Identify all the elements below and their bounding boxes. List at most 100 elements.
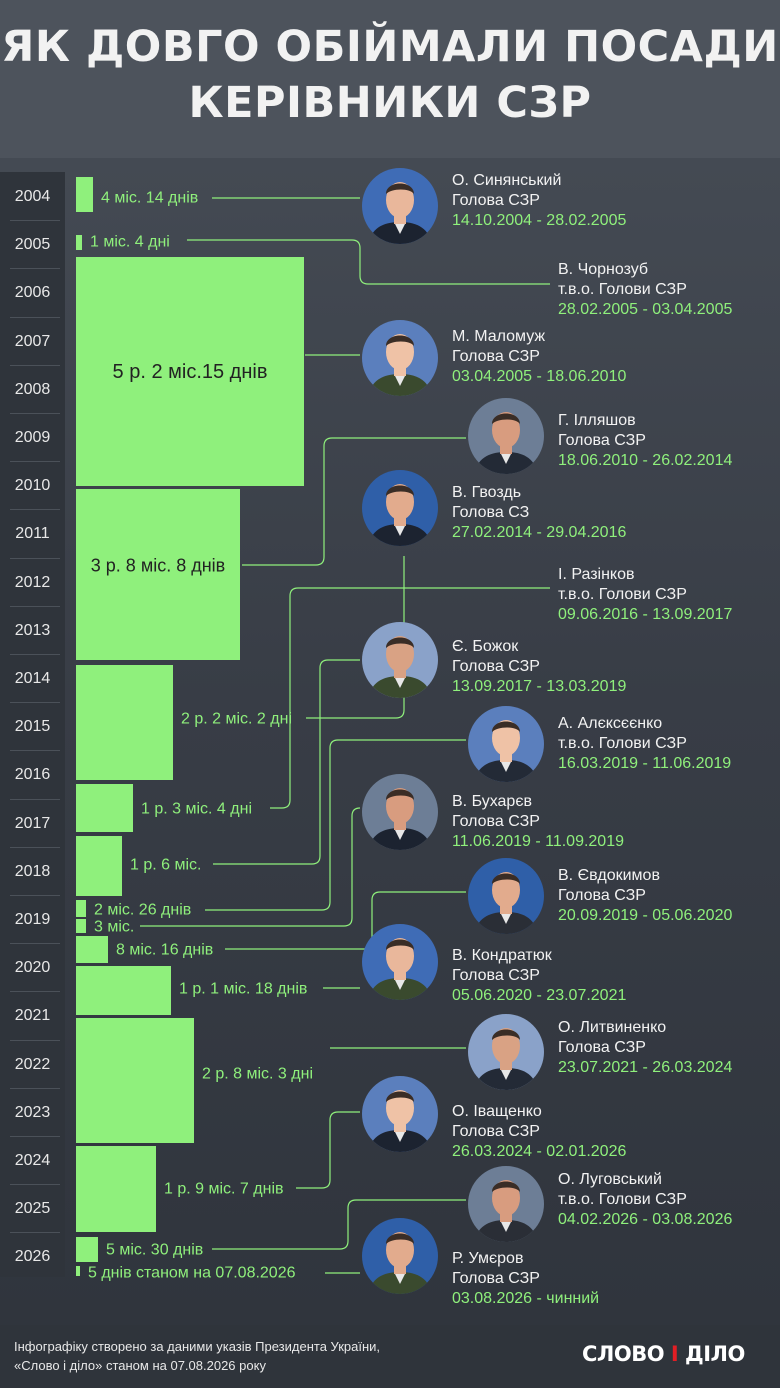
connector-luhovskyi bbox=[212, 1199, 466, 1250]
year-label: 2016 bbox=[14, 766, 51, 784]
bar-label-kondratiuk: 1 р. 1 міс. 18 днів bbox=[179, 981, 307, 998]
person-dates: 28.02.2005 - 03.04.2005 bbox=[558, 301, 733, 318]
year-separator bbox=[10, 220, 60, 222]
person-bozhok: Є. Божок Голова СЗР 13.09.2017 - 13.03.201… bbox=[452, 637, 626, 697]
year-separator bbox=[10, 413, 60, 414]
year-separator bbox=[10, 1087, 60, 1089]
portrait-illiashov bbox=[468, 398, 544, 474]
person-dates: 18.06.2010 - 26.02.2014 bbox=[558, 452, 733, 469]
year-separator bbox=[10, 509, 60, 511]
year-separator bbox=[10, 557, 60, 559]
bar-label-chornozub: 1 міс. 4 дні bbox=[90, 234, 170, 251]
bar-label-lytvynenko: 2 р. 8 міс. 3 дні bbox=[202, 1066, 313, 1083]
person-chornozub: В. Чорнозуб т.в.о. Голови СЗР 28.02.2005 -… bbox=[558, 260, 732, 320]
person-lytvynenko: О. Литвиненко Голова СЗР 23.07.2021 - 26.0… bbox=[558, 1018, 732, 1078]
person-role: Голова СЗР bbox=[558, 432, 646, 449]
person-name: В. Кондратюк bbox=[452, 947, 552, 964]
portrait-bukhariev bbox=[362, 774, 438, 850]
person-dates: 14.10.2004 - 28.02.2005 bbox=[452, 212, 627, 229]
person-dates: 09.06.2016 - 13.09.2017 bbox=[558, 606, 733, 623]
year-label: 2009 bbox=[14, 429, 51, 446]
bar-label-razinkov: 1 р. 3 міс. 4 дні bbox=[141, 801, 252, 818]
person-role: Голова СЗР bbox=[452, 813, 540, 830]
portrait-bozhok bbox=[362, 622, 438, 698]
person-role: Голова СЗР bbox=[452, 1123, 540, 1140]
year-label: 2004 bbox=[14, 188, 51, 205]
year-separator bbox=[10, 461, 60, 463]
person-name: О. Іващенко bbox=[452, 1103, 542, 1120]
person-role: т.в.о. Голови СЗР bbox=[558, 586, 687, 603]
year-label: 2021 bbox=[14, 1007, 51, 1025]
person-name: В. Гвоздь bbox=[452, 484, 522, 501]
title-line-2: КЕРІВНИКИ СЗР bbox=[188, 78, 592, 128]
connector-alieksieienko bbox=[205, 739, 466, 911]
person-dates: 26.03.2024 - 02.01.2026 bbox=[452, 1143, 627, 1160]
year-label: 2025 bbox=[14, 1200, 51, 1218]
year-label: 2020 bbox=[14, 959, 51, 977]
person-name: В. Чорнозуб bbox=[558, 261, 649, 278]
person-dates: 03.08.2026 - чинний bbox=[452, 1290, 600, 1307]
person-dates: 03.04.2005 - 18.06.2010 bbox=[452, 368, 627, 385]
bar-luhovskyi bbox=[76, 1237, 98, 1262]
year-axis: 2004 2005 2006 2007 2008 2009 2010 2011 2012 2013… bbox=[0, 172, 65, 1277]
year-label: 2024 bbox=[14, 1152, 51, 1169]
year-label: 2008 bbox=[14, 380, 51, 398]
bar-label-ivashchenko: 1 р. 9 міс. 7 днів bbox=[164, 1181, 284, 1198]
year-label: 2018 bbox=[14, 862, 51, 880]
person-role: Голова СЗР bbox=[452, 967, 540, 984]
person-role: Голова СЗР bbox=[452, 1270, 540, 1287]
year-separator bbox=[10, 750, 60, 752]
person-ivashchenko: О. Іващенко Голова СЗР 26.03.2024 - 02.01.… bbox=[452, 1102, 626, 1162]
bar-chornozub bbox=[76, 235, 82, 250]
bar-label-illiashov: 3 р. 8 міс. 8 днів bbox=[91, 555, 225, 575]
person-role: т.в.о. Голови СЗР bbox=[558, 281, 687, 298]
person-role: Голова СЗР bbox=[558, 1039, 646, 1056]
bar-label-bukhariev: 3 міс. bbox=[94, 919, 134, 936]
person-synianskyi: О. Синянський Голова СЗР 14.10.2004 - 28.0… bbox=[452, 171, 626, 231]
bar-label-umierov: 5 днів станом на 07.08.2026 bbox=[88, 1265, 296, 1282]
year-label: 2010 bbox=[14, 477, 51, 495]
year-separator bbox=[10, 1136, 60, 1137]
portrait-hvozd bbox=[362, 470, 438, 546]
connector-illiashov bbox=[242, 437, 466, 566]
bar-illiashov bbox=[76, 489, 240, 660]
bar-yevdokymov bbox=[76, 936, 108, 963]
year-separator bbox=[10, 798, 60, 800]
portrait-synianskyi bbox=[362, 168, 438, 244]
year-separator bbox=[10, 1232, 60, 1234]
year-label: 2023 bbox=[14, 1103, 51, 1121]
person-dates: 11.06.2019 - 11.09.2019 bbox=[452, 833, 624, 850]
person-role: Голова СЗР bbox=[452, 192, 540, 209]
person-name: О. Луговський bbox=[558, 1171, 662, 1188]
portrait-umierov bbox=[362, 1218, 438, 1294]
person-dates: 04.02.2026 - 03.08.2026 bbox=[558, 1211, 733, 1228]
person-dates: 27.02.2014 - 29.04.2016 bbox=[452, 524, 627, 541]
person-role: Голова СЗР bbox=[452, 348, 540, 365]
year-separator bbox=[10, 1039, 60, 1041]
bar-label-alieksieienko: 2 міс. 26 днів bbox=[94, 902, 191, 919]
person-name: Г. Ілляшов bbox=[558, 412, 636, 429]
year-label: 2013 bbox=[14, 621, 51, 639]
person-name: Р. Умєров bbox=[452, 1250, 524, 1267]
portrait-lytvynenko bbox=[468, 1014, 544, 1090]
portrait-luhovskyi bbox=[468, 1166, 544, 1242]
brand-logo: СЛОВО І ДІЛО bbox=[582, 1342, 745, 1366]
bar-bozhok bbox=[76, 836, 122, 896]
year-separator bbox=[10, 268, 60, 270]
bar-label-luhovskyi: 5 міс. 30 днів bbox=[106, 1242, 203, 1259]
year-separator bbox=[10, 943, 60, 945]
year-label: 2007 bbox=[14, 332, 51, 350]
person-name: А. Алєксєєнко bbox=[558, 715, 663, 732]
year-separator bbox=[10, 895, 60, 896]
bar-ivashchenko bbox=[76, 1146, 156, 1232]
bar-malomuzh bbox=[76, 257, 304, 486]
bar-kondratiuk bbox=[76, 966, 171, 1015]
person-name: М. Маломуж bbox=[452, 328, 546, 345]
person-name: В. Євдокимов bbox=[558, 867, 660, 884]
connector-hvozd bbox=[306, 556, 405, 719]
year-separator bbox=[10, 1184, 60, 1186]
year-separator bbox=[10, 364, 60, 366]
person-role: т.в.о. Голови СЗР bbox=[558, 1191, 687, 1208]
